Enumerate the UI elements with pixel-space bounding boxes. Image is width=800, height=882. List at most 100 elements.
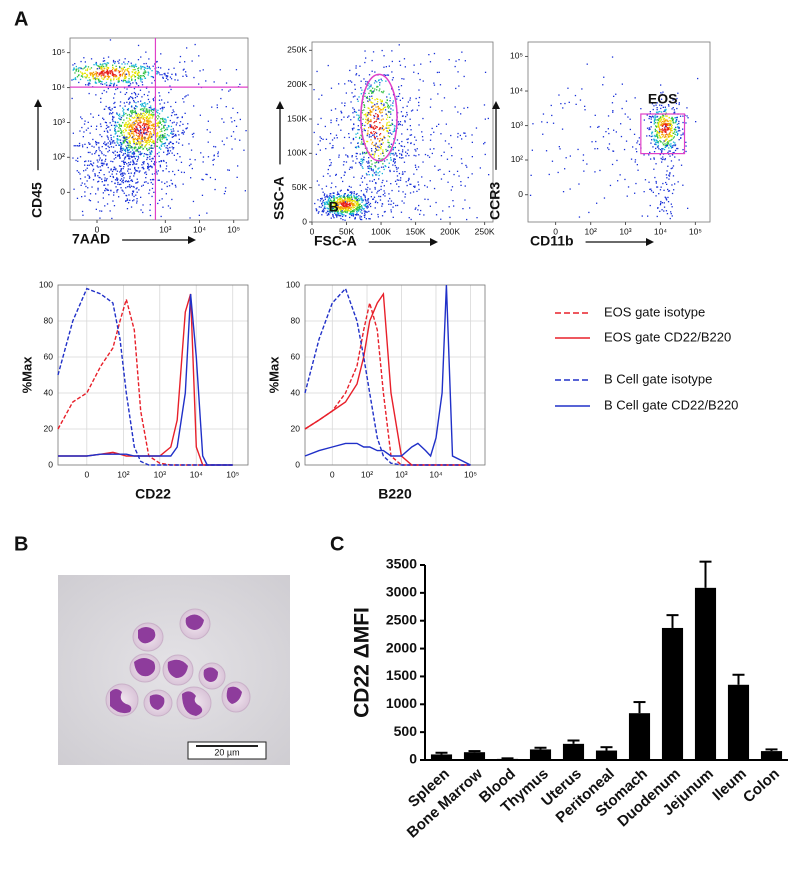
- density-dot: [669, 140, 670, 141]
- density-dot: [87, 68, 88, 69]
- density-dot: [227, 169, 228, 170]
- density-dot: [157, 72, 158, 73]
- density-dot: [361, 158, 362, 159]
- density-dot: [369, 174, 370, 175]
- density-dot: [418, 124, 419, 125]
- density-dot: [320, 207, 321, 208]
- density-dot: [370, 112, 371, 113]
- density-dot: [390, 114, 391, 115]
- density-dot: [390, 153, 391, 154]
- density-dot: [376, 81, 377, 82]
- density-dot: [330, 196, 331, 197]
- density-dot: [129, 141, 130, 142]
- density-dot: [335, 186, 336, 187]
- density-dot: [386, 124, 387, 125]
- density-dot: [125, 151, 126, 152]
- density-dot: [400, 180, 401, 181]
- density-dot: [160, 141, 161, 142]
- density-dot: [116, 141, 117, 142]
- density-dot: [143, 118, 144, 119]
- density-dot: [366, 206, 367, 207]
- density-dot: [102, 118, 103, 119]
- density-dot: [130, 151, 131, 152]
- density-dot: [392, 110, 393, 111]
- density-dot: [97, 68, 98, 69]
- density-dot: [386, 114, 387, 115]
- density-dot: [326, 196, 327, 197]
- density-dot: [138, 141, 139, 142]
- density-dot: [137, 73, 138, 74]
- density-dot: [672, 193, 673, 194]
- density-dot: [131, 77, 132, 78]
- density-dot: [171, 78, 172, 79]
- density-dot: [90, 113, 91, 114]
- density-dot: [160, 108, 161, 109]
- density-dot: [351, 156, 352, 157]
- density-dot: [667, 152, 668, 153]
- density-dot: [531, 175, 532, 176]
- density-dot: [135, 138, 136, 139]
- density-dot: [372, 71, 373, 72]
- density-dot: [149, 159, 150, 160]
- density-dot: [366, 218, 367, 219]
- density-dot: [104, 177, 105, 178]
- density-dot: [400, 177, 401, 178]
- density-dot: [563, 191, 564, 192]
- density-dot: [627, 116, 628, 117]
- density-dot: [88, 122, 89, 123]
- density-dot: [120, 142, 121, 143]
- density-dot: [361, 143, 362, 144]
- density-dot: [162, 121, 163, 122]
- density-dot: [120, 140, 121, 141]
- density-dot: [659, 140, 660, 141]
- density-dot: [327, 173, 328, 174]
- density-dot: [134, 72, 135, 73]
- density-dot: [388, 146, 389, 147]
- density-dot: [133, 139, 134, 140]
- density-dot: [364, 125, 365, 126]
- density-dot: [160, 149, 161, 150]
- density-dot: [140, 90, 141, 91]
- density-dot: [119, 165, 120, 166]
- density-dot: [615, 94, 616, 95]
- density-dot: [168, 171, 169, 172]
- density-dot: [350, 101, 351, 102]
- density-dot: [414, 155, 415, 156]
- density-dot: [159, 100, 160, 101]
- density-dot: [389, 117, 390, 118]
- density-dot: [666, 198, 667, 199]
- density-dot: [343, 147, 344, 148]
- density-dot: [685, 151, 686, 152]
- density-dot: [90, 74, 91, 75]
- density-dot: [337, 137, 338, 138]
- density-dot: [668, 201, 669, 202]
- density-dot: [363, 104, 364, 105]
- density-dot: [343, 164, 344, 165]
- density-dot: [148, 120, 149, 121]
- density-dot: [124, 135, 125, 136]
- density-dot: [120, 128, 121, 129]
- density-dot: [119, 157, 120, 158]
- density-dot: [410, 192, 411, 193]
- density-dot: [671, 168, 672, 169]
- density-dot: [669, 156, 670, 157]
- density-dot: [410, 129, 411, 130]
- density-dot: [157, 110, 158, 111]
- density-dot: [663, 144, 664, 145]
- density-dot: [123, 69, 124, 70]
- density-dot: [101, 77, 102, 78]
- density-dot: [121, 144, 122, 145]
- density-dot: [369, 98, 370, 99]
- density-dot: [398, 180, 399, 181]
- density-dot: [106, 82, 107, 83]
- density-dot: [127, 200, 128, 201]
- density-dot: [374, 165, 375, 166]
- density-dot: [326, 195, 327, 196]
- density-dot: [145, 133, 146, 134]
- density-dot: [98, 147, 99, 148]
- density-dot: [662, 126, 663, 127]
- density-dot: [324, 208, 325, 209]
- density-dot: [123, 115, 124, 116]
- density-dot: [369, 121, 370, 122]
- density-dot: [106, 148, 107, 149]
